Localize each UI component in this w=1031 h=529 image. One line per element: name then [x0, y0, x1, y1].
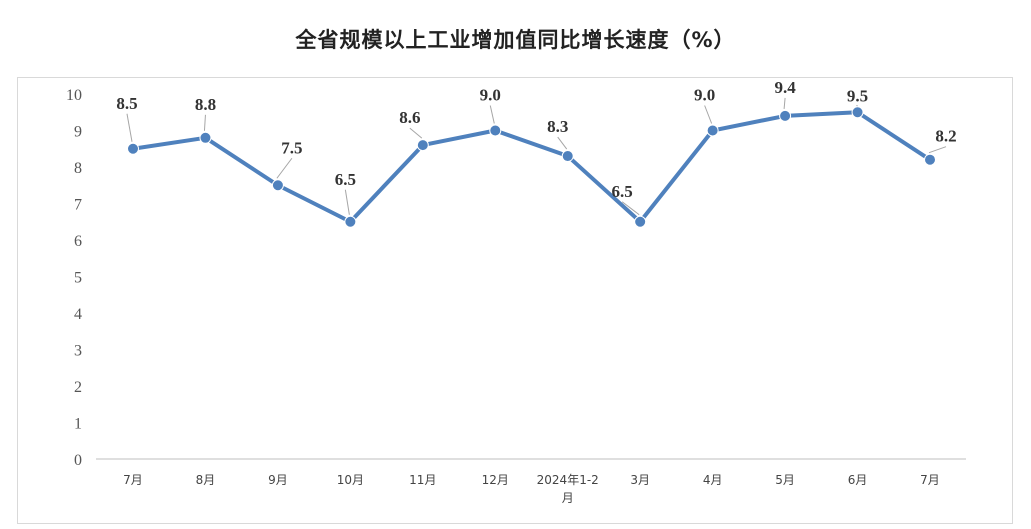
- data-label: 9.4: [774, 78, 796, 97]
- data-label: 8.5: [116, 94, 137, 113]
- y-axis-ticks: 0 1 2 3 4 5 6 7 8 9 10: [66, 87, 82, 469]
- x-tick-label: 4月: [703, 473, 723, 487]
- x-tick-label: 7月: [920, 473, 940, 487]
- data-label: 9.0: [694, 86, 715, 105]
- x-tick-label: 2024年1-2 月: [537, 473, 599, 505]
- data-point: [851, 106, 864, 119]
- data-point: [779, 109, 792, 122]
- y-tick-label: 6: [74, 233, 82, 250]
- x-tick-label: 5月: [775, 473, 795, 487]
- label-leader: [783, 97, 786, 109]
- data-point: [634, 215, 647, 228]
- y-tick-label: 9: [74, 124, 82, 141]
- x-tick-label: 11月: [409, 473, 436, 487]
- x-tick-label: 6月: [848, 473, 868, 487]
- data-point: [561, 150, 574, 163]
- data-point: [344, 215, 357, 228]
- y-tick-label: 4: [74, 306, 82, 323]
- data-label: 8.3: [547, 117, 568, 136]
- y-tick-label: 2: [74, 379, 82, 396]
- label-leader: [489, 105, 495, 124]
- label-leader: [704, 105, 713, 124]
- x-tick-label: 12月: [482, 473, 509, 487]
- x-tick-label: 7月: [123, 473, 143, 487]
- data-label: 8.8: [195, 95, 216, 114]
- data-label: 9.0: [480, 86, 501, 105]
- data-label: 8.2: [935, 127, 956, 146]
- label-leader: [856, 104, 858, 107]
- data-point: [924, 153, 936, 166]
- data-point: [416, 139, 429, 152]
- data-label: 6.5: [335, 170, 356, 189]
- data-point: [271, 179, 284, 192]
- label-leader: [203, 114, 206, 131]
- x-tick-label: 9月: [268, 473, 288, 487]
- x-tick-label: 10月: [337, 473, 364, 487]
- y-tick-label: 10: [66, 87, 82, 104]
- label-leader: [409, 127, 423, 139]
- data-point: [489, 124, 502, 137]
- y-tick-label: 7: [74, 197, 82, 214]
- x-axis-ticks: 7月 8月 9月 10月 11月 12月 2024年1-2 月 3月 4月 5月 6月 7月: [123, 473, 940, 505]
- label-leader-lines: [126, 97, 947, 216]
- data-point: [199, 131, 212, 144]
- y-tick-label: 8: [74, 160, 82, 177]
- data-label: 8.6: [399, 108, 420, 127]
- data-point: [127, 142, 139, 155]
- chart-title: 全省规模以上工业增加值同比增长速度（%）: [295, 28, 736, 52]
- data-label: 9.5: [847, 86, 868, 105]
- y-tick-label: 3: [74, 343, 82, 360]
- y-tick-label: 5: [74, 270, 82, 287]
- label-leader: [621, 201, 640, 216]
- y-tick-label: 0: [74, 452, 82, 469]
- data-labels: 8.5 8.8 7.5 6.5 8.6 9.0 8.3 6.5 9.0 9.4 9.5 8.2: [116, 78, 956, 201]
- chart-frame: [17, 77, 1013, 524]
- label-leader: [344, 189, 350, 215]
- label-leader: [126, 113, 133, 142]
- label-leader: [276, 157, 293, 179]
- label-leader: [557, 136, 568, 150]
- data-point: [706, 124, 719, 137]
- y-tick-label: 1: [74, 416, 82, 433]
- x-tick-label: 3月: [630, 473, 650, 487]
- x-tick-label: 8月: [196, 473, 216, 487]
- series-markers: [127, 106, 936, 228]
- label-leader: [928, 146, 947, 154]
- series-line: [132, 110, 932, 224]
- data-label: 7.5: [281, 138, 302, 157]
- data-label: 6.5: [612, 182, 633, 201]
